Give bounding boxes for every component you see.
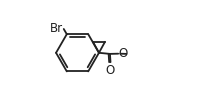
Text: O: O	[106, 64, 115, 77]
Text: Br: Br	[50, 22, 63, 35]
Text: O: O	[119, 47, 128, 60]
